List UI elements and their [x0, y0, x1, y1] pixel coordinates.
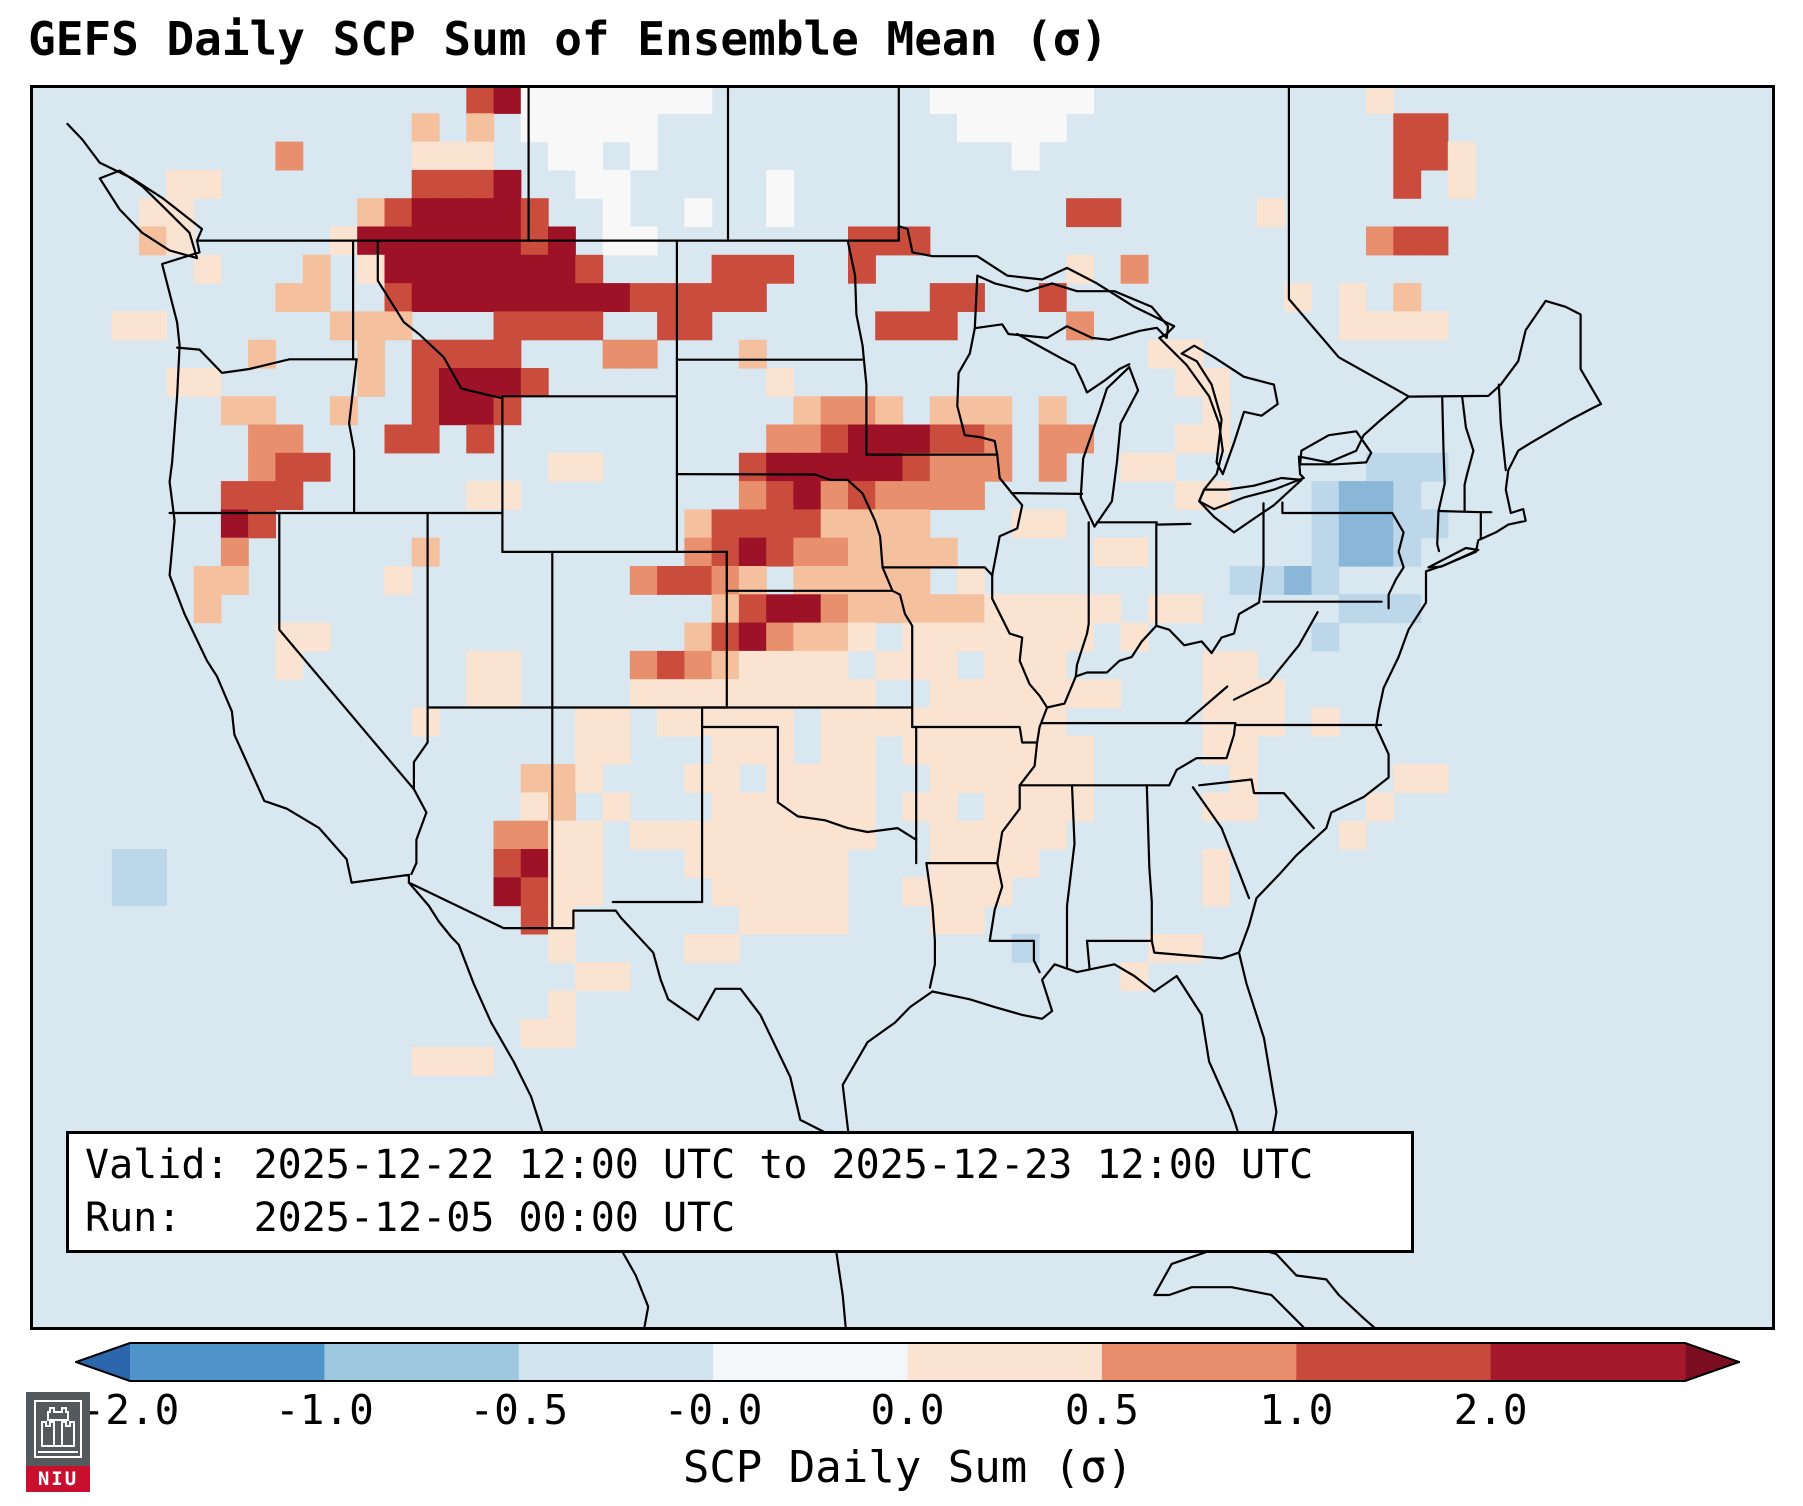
- colorbar-tick-label: 0.5: [1064, 1386, 1139, 1434]
- run-time-text: Run: 2025-12-05 00:00 UTC: [85, 1194, 736, 1241]
- colorbar-tick-label: 1.0: [1259, 1386, 1334, 1434]
- castle-icon: [34, 1400, 82, 1458]
- colorbar-tick-label: -0.0: [663, 1386, 763, 1434]
- figure-title: GEFS Daily SCP Sum of Ensemble Mean (σ): [28, 12, 1109, 66]
- colorbar-tick-labels: -2.0 -1.0 -0.5 -0.0 0.0 0.5 1.0 2.0: [75, 1386, 1740, 1436]
- colorbar-axis-label: SCP Daily Sum (σ): [682, 1442, 1134, 1493]
- valid-run-info-box: Valid: 2025-12-22 12:00 UTC to 2025-12-2…: [66, 1131, 1414, 1253]
- colorbar-tick-label: -2.0: [80, 1386, 180, 1434]
- colorbar: [72, 1342, 1743, 1382]
- colorbar-canvas: [72, 1342, 1743, 1382]
- niu-logo: NIU: [26, 1392, 90, 1492]
- map-frame: [30, 85, 1775, 1330]
- colorbar-tick-label: 2.0: [1453, 1386, 1528, 1434]
- niu-castle-icon: [26, 1392, 90, 1466]
- colorbar-tick-label: -1.0: [275, 1386, 374, 1434]
- map-canvas: [30, 85, 1775, 1330]
- geography-borders-layer: [66, 85, 1603, 1330]
- map: Valid: 2025-12-22 12:00 UTC to 2025-12-2…: [30, 85, 1775, 1330]
- niu-logo-text: NIU: [26, 1466, 90, 1492]
- colorbar-tick-label: -0.5: [469, 1386, 569, 1434]
- valid-time-text: Valid: 2025-12-22 12:00 UTC to 2025-12-2…: [85, 1142, 1314, 1188]
- colorbar-tick-label: 0.0: [870, 1386, 945, 1434]
